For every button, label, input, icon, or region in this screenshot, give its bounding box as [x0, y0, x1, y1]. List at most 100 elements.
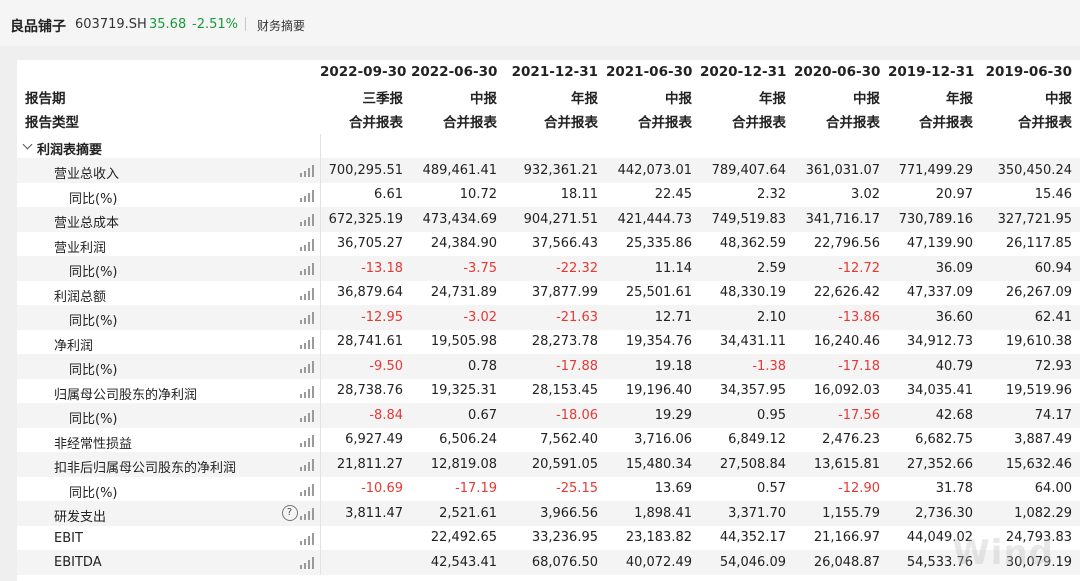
value-cell: -22.32 — [505, 256, 606, 281]
value-cell: 30,079.19 — [981, 550, 1080, 575]
column-header: 中报 — [853, 90, 880, 107]
value-cell: 19.18 — [606, 354, 700, 379]
chevron-down-icon[interactable] — [22, 139, 33, 149]
column-header: 合并报表 — [826, 115, 880, 132]
value-cell: 2,736.30 — [888, 501, 981, 526]
bar-chart-icon[interactable] — [299, 557, 314, 569]
value-cell: 28,153.45 — [531, 383, 598, 399]
value-cell: 37,877.99 — [531, 285, 598, 301]
bar-chart-icon[interactable] — [299, 312, 314, 324]
empty-cell — [981, 134, 1080, 159]
value-cell: -12.90 — [838, 481, 880, 497]
value-cell: 350,450.24 — [981, 158, 1080, 183]
bar-chart-icon[interactable] — [299, 385, 314, 398]
section-row-income-statement[interactable]: 利润表摘要 — [17, 133, 1080, 159]
row-label: 营业总成本 — [54, 216, 120, 231]
section-title: 利润表摘要 — [37, 142, 103, 158]
value-cell: 2.59 — [700, 256, 794, 281]
financial-summary-table: 2022-09-30 2022-06-30 2021-12-31 2021-06-30… — [17, 60, 1080, 575]
row-label-cell: 同比(%) — [17, 354, 321, 379]
table-row: 同比(%) -8.84 0.67 -18.06 19.29 0.95 -17.56 42.68… — [17, 403, 1080, 428]
column-header: 2021-06-30 — [606, 64, 693, 81]
column-header: 年报 — [571, 90, 598, 107]
value-cell: 15.46 — [1034, 187, 1072, 203]
bar-chart-icon[interactable] — [299, 483, 314, 496]
row-label: 同比(%) — [69, 265, 118, 280]
bar-chart-icon[interactable] — [299, 410, 314, 422]
value-cell: 489,461.41 — [411, 158, 505, 183]
bar-chart-icon[interactable] — [299, 238, 314, 251]
watermark-logo: Wind — [952, 533, 1054, 573]
value-cell: 68,076.50 — [505, 550, 606, 575]
value-cell: 0.67 — [411, 403, 505, 428]
value-cell: -10.69 — [361, 481, 403, 497]
bar-chart-icon[interactable] — [299, 434, 314, 447]
question-circle-icon[interactable]: ? — [281, 505, 298, 521]
value-cell: 36,879.64 — [336, 285, 403, 301]
value-cell: 932,361.21 — [505, 158, 606, 183]
row-label-cell: EBIT — [17, 525, 321, 550]
table-row: 非经常性损益 6,927.49 6,506.24 7,562.40 3,716.06 6,… — [17, 427, 1080, 452]
value-cell: 16,092.03 — [813, 383, 880, 399]
bar-chart-icon[interactable] — [299, 336, 314, 349]
bar-chart-icon[interactable] — [299, 263, 314, 275]
row-label: 净利润 — [54, 338, 94, 354]
value-cell: 54,533.76 — [888, 550, 981, 575]
value-cell: -17.19 — [455, 481, 497, 497]
value-cell: -9.50 — [320, 354, 411, 379]
value-cell: 34,431.11 — [719, 334, 786, 350]
column-header: 合并报表 — [919, 115, 973, 132]
value-cell: -3.75 — [411, 256, 505, 281]
value-cell: 72.93 — [981, 354, 1080, 379]
column-header: 合并报表 — [638, 115, 692, 132]
value-cell: 3,811.47 — [320, 501, 411, 526]
value-cell: 1,155.79 — [794, 501, 888, 526]
bar-chart-icon[interactable] — [299, 508, 314, 520]
table-row: 研发支出? 3,811.47 2,521.61 3,966.56 1,898.41 3,3… — [17, 501, 1080, 526]
value-cell: 11.14 — [606, 256, 700, 281]
column-header: 合并报表 — [1018, 115, 1072, 132]
bar-chart-icon[interactable] — [299, 361, 314, 373]
header-row-dates: 2022-09-30 2022-06-30 2021-12-31 2021-06-30… — [17, 60, 1080, 85]
stock-header-bar: 良品铺子 603719.SH 35.68 -2.51% 财务摘要 — [0, 0, 1080, 46]
value-cell: 28,273.78 — [531, 334, 598, 350]
value-cell: 26,117.85 — [1005, 236, 1072, 252]
row-label: 归属母公司股东的净利润 — [54, 387, 198, 403]
value-cell: 60.94 — [981, 256, 1080, 281]
empty-cell — [320, 134, 411, 159]
column-header: 中报 — [470, 90, 497, 107]
value-cell: 54,046.09 — [700, 550, 794, 575]
row-label-cell: 同比(%) — [17, 305, 321, 330]
stock-price: 35.68 — [149, 17, 187, 32]
section-toggle[interactable]: 利润表摘要 — [17, 133, 321, 158]
bar-chart-icon[interactable] — [299, 165, 314, 177]
value-cell: 33,236.95 — [531, 530, 598, 546]
value-cell: 21,166.97 — [813, 530, 880, 546]
value-cell: 62.41 — [981, 305, 1080, 330]
value-cell — [320, 550, 411, 575]
table-row: 扣非后归属母公司股东的净利润 21,811.27 12,819.08 20,591.0… — [17, 452, 1080, 477]
row-label-cell: 归属母公司股东的净利润 — [17, 378, 321, 403]
header-row-period-label: 报告期 — [25, 90, 66, 107]
value-cell: 19.29 — [606, 403, 700, 428]
value-cell: 327,721.95 — [981, 207, 1080, 232]
row-label: 非经常性损益 — [54, 436, 133, 452]
row-label-cell: 同比(%) — [17, 256, 321, 281]
row-label: 同比(%) — [69, 314, 118, 329]
value-cell: 6,927.49 — [345, 432, 403, 448]
bar-chart-icon[interactable] — [299, 189, 314, 202]
value-cell: 672,325.19 — [320, 207, 411, 232]
tab-financial-summary[interactable]: 财务摘要 — [257, 19, 306, 33]
value-cell: 22,796.56 — [813, 236, 880, 252]
column-header: 2020-06-30 — [794, 64, 881, 81]
bar-chart-icon[interactable] — [299, 532, 314, 545]
column-header: 合并报表 — [544, 115, 598, 132]
bar-chart-icon[interactable] — [299, 287, 314, 300]
bar-chart-icon[interactable] — [299, 459, 314, 471]
value-cell: 25,501.61 — [625, 285, 692, 301]
value-cell: 19,610.38 — [1005, 334, 1072, 350]
bar-chart-icon[interactable] — [299, 214, 314, 226]
header-row-dates-label — [17, 60, 320, 85]
value-cell: 6,849.12 — [728, 432, 786, 448]
value-cell: -12.95 — [320, 305, 411, 330]
